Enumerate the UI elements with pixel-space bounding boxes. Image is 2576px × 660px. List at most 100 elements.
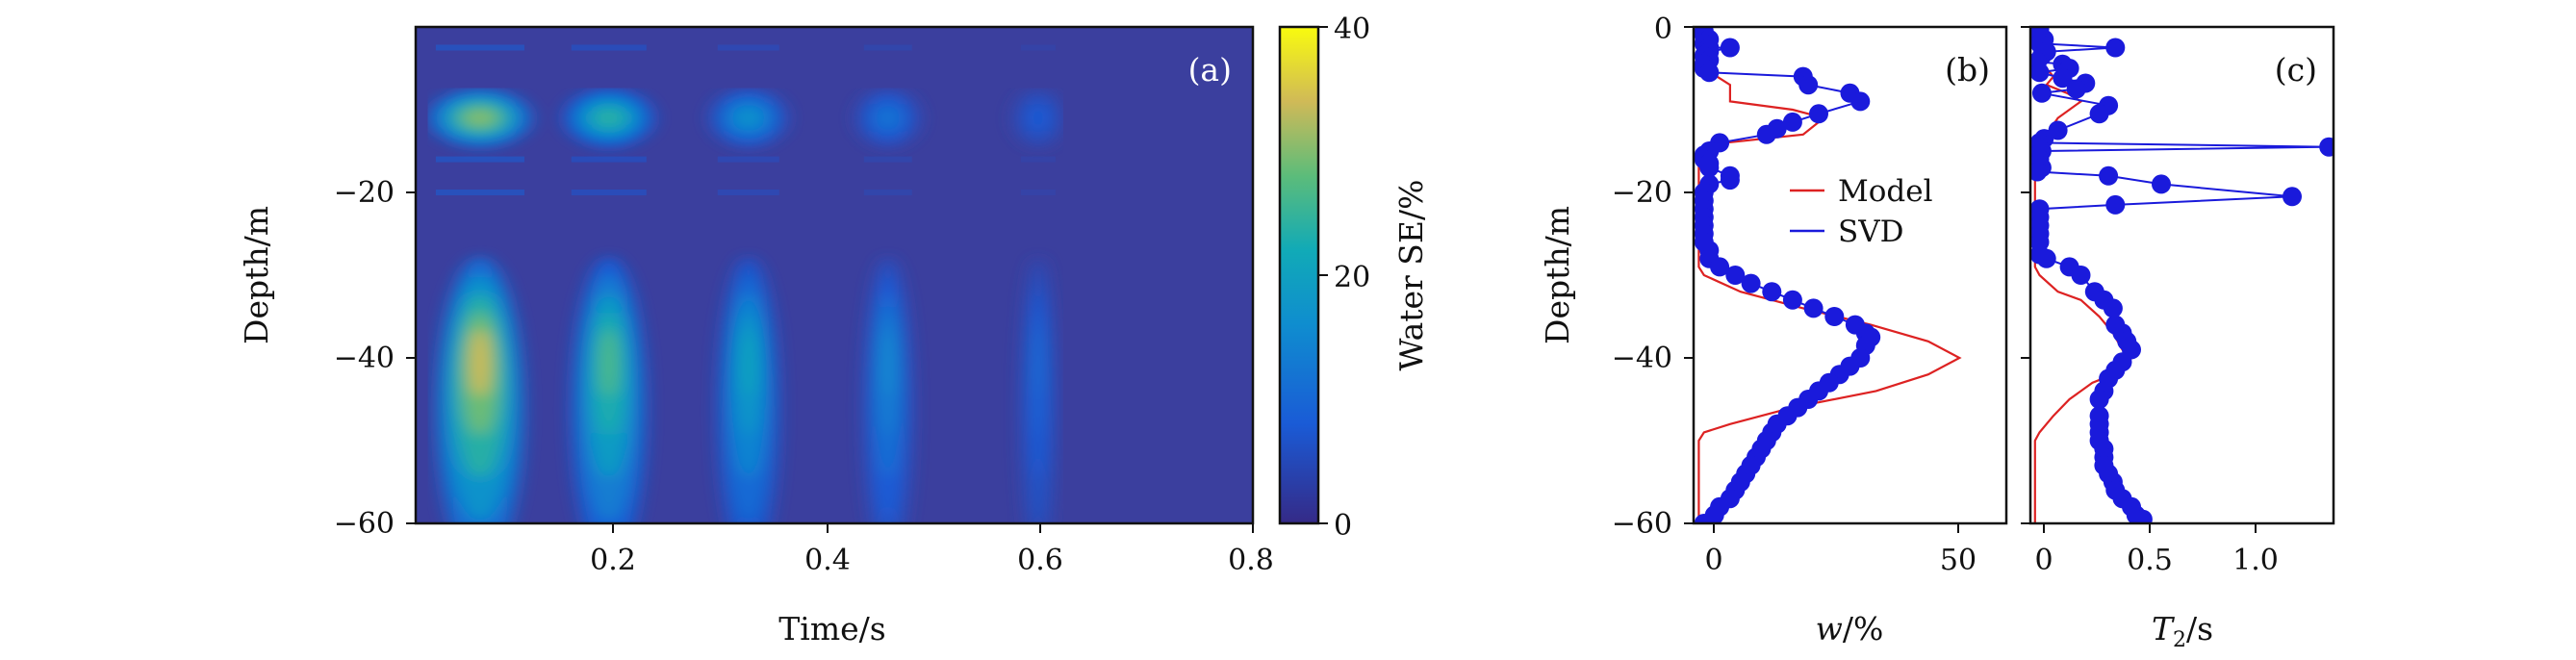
plot-c-frame [2028, 25, 2335, 525]
svd-point [2071, 266, 2091, 285]
c-x-axis-subscript: 2 [2173, 628, 2186, 652]
legend: Model SVD [1790, 174, 1933, 249]
b-ytick-label: −60 [1612, 507, 1672, 541]
heatmap-upper-cell [737, 109, 759, 127]
svd-point [2030, 63, 2050, 83]
b-x-axis-unit: /% [1843, 610, 1883, 647]
svd-point [2152, 174, 2171, 194]
colorbar-tick-label: 40 [1334, 13, 1370, 46]
panel-c: 0 0.5 1.0 T2/s (c) [2021, 25, 2335, 652]
heatmap-stripe [1020, 44, 1056, 51]
heatmap-stripe [1020, 190, 1056, 195]
svd-point [1782, 112, 1802, 132]
svd-point [2031, 83, 2052, 103]
c-x-axis: 0 0.5 1.0 T2/s [2034, 523, 2279, 652]
c-x-axis-label: T2/s [2152, 610, 2213, 652]
svd-point [2319, 137, 2334, 157]
svd-point [1720, 38, 1740, 58]
a-x-axis-label: Time/s [778, 610, 885, 647]
svd-point [2103, 298, 2123, 318]
heatmap-stripe [571, 156, 647, 163]
b-y-axis: 0 −20 −40 −60 Depth/m [1539, 13, 1694, 541]
svd-point [1850, 91, 1871, 112]
c-xtick-label: 1.0 [2232, 544, 2279, 577]
colorbar-tick-label: 0 [1334, 509, 1352, 543]
svd-point [2283, 187, 2302, 207]
heatmap-lower-cell [741, 329, 755, 397]
heatmap-stripes [435, 44, 1056, 195]
b-ytick-label: −20 [1612, 176, 1672, 210]
heatmap-lower-cell [470, 329, 491, 397]
a-xtick-label: 0.2 [590, 544, 636, 577]
a-xtick-label: 0.8 [1228, 544, 1274, 577]
colorbar-gradient [1278, 25, 1320, 525]
svd-point [2105, 194, 2126, 215]
plot-b-frame [1692, 25, 2008, 525]
a-x-axis: 0.2 0.4 0.6 0.8 Time/s [590, 523, 1274, 647]
colorbar: 40 20 0 Water SE/% [1278, 13, 1430, 543]
a-ytick-label: −40 [334, 342, 395, 375]
series-line-model [2033, 27, 2133, 523]
b-ytick-label: −40 [1612, 342, 1672, 375]
heatmap-stripe [863, 190, 912, 195]
svd-point [1809, 104, 1828, 124]
colorbar-tick-label: 20 [1334, 261, 1370, 294]
svd-point [2030, 162, 2048, 182]
a-y-axis-label: Depth/m [238, 206, 275, 344]
svd-point [2089, 104, 2109, 124]
svd-point [1782, 290, 1802, 310]
svd-point [1756, 124, 1776, 144]
svd-point [1699, 63, 1720, 83]
heatmap-stripe [717, 156, 779, 163]
panel-b: 0 −20 −40 −60 Depth/m 0 50 w/% (b) Model… [1539, 13, 2008, 647]
svd-point [2053, 68, 2073, 89]
heatmap-upper-cell [879, 109, 898, 127]
heatmap-stripe [863, 156, 912, 163]
svd-point [1762, 282, 1782, 302]
b-xtick-label: 50 [1940, 544, 1977, 577]
a-xtick-label: 0.6 [1017, 544, 1063, 577]
heatmap-upper-cell [1031, 109, 1046, 127]
c-y-axis [2021, 26, 2030, 524]
panel-c-label: (c) [2275, 51, 2317, 89]
svd-point [1699, 158, 1720, 178]
heatmap-background [416, 27, 1253, 523]
heatmap-frame [414, 25, 1255, 525]
a-ytick-label: −60 [334, 507, 395, 541]
svd-point [1798, 75, 1819, 95]
legend-model-label: Model [1838, 174, 1933, 209]
b-x-axis-label: w/% [1816, 610, 1884, 647]
heatmap-lower-cell [1033, 329, 1042, 397]
svd-point [2099, 165, 2119, 186]
b-xtick-label: 0 [1704, 544, 1722, 577]
plot-b-series [1694, 27, 1962, 523]
c-x-axis-var: T [2152, 610, 2176, 647]
svd-point [2036, 248, 2056, 268]
svd-point [1720, 170, 1740, 190]
svd-point [1725, 266, 1746, 285]
b-x-axis-var: w [1816, 610, 1843, 647]
heatmap-lower-cell [600, 329, 618, 397]
heatmap-stripe [571, 44, 647, 51]
a-y-axis: −20 −40 −60 Depth/m [238, 176, 416, 541]
b-ytick-label: 0 [1654, 13, 1672, 46]
heatmap-blobs [427, 88, 1063, 523]
a-xtick-label: 0.4 [804, 544, 851, 577]
c-xtick-label: 0.5 [2127, 544, 2173, 577]
colorbar-label: Water SE/% [1392, 180, 1430, 371]
b-x-axis: 0 50 w/% [1704, 523, 1977, 647]
heatmap-stripe [717, 44, 779, 51]
panel-b-label: (b) [1945, 51, 1990, 89]
panel-a-label: (a) [1188, 51, 1232, 89]
heatmap-upper-cell [596, 109, 622, 127]
heatmap-upper-cell [465, 109, 496, 127]
a-ytick-label: −20 [334, 176, 395, 210]
svd-point [2089, 390, 2109, 409]
svd-point [1803, 298, 1824, 318]
c-xtick-label: 0 [2034, 544, 2053, 577]
svd-point [2066, 79, 2086, 99]
svd-point [2105, 38, 2126, 58]
svd-point [1741, 273, 1761, 293]
heatmap-lower-cell [882, 329, 894, 397]
